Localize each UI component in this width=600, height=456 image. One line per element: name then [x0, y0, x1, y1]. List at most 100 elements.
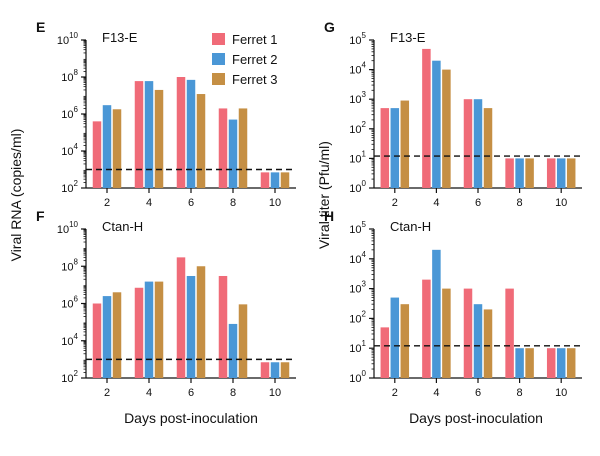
bar-ferret-1	[218, 108, 228, 188]
y-tick-label: 104	[61, 332, 78, 348]
panel-f: F Ctan-H 102 104 106 108 1010 2 4 6 8 10	[36, 208, 296, 399]
y-tick-label: 103	[349, 90, 366, 106]
bar-ferret-2	[102, 296, 112, 378]
panel-title: F13-E	[390, 30, 426, 45]
panel-e: E F13-E 102 104 106 108 1010 2 4 6 8 10	[36, 19, 296, 209]
bar-ferret-2	[432, 60, 441, 188]
y-tick-label: 106	[61, 295, 78, 311]
x-tick-label: 2	[104, 387, 110, 399]
bar-ferret-3	[483, 108, 493, 188]
x-tick-label: 10	[555, 387, 567, 399]
bar-ferret-1	[92, 121, 102, 188]
bar-ferret-1	[218, 275, 228, 378]
x-tick-label: 2	[104, 197, 110, 209]
y-tick-label: 1010	[57, 31, 79, 47]
legend-swatch	[212, 33, 225, 45]
panel-letter: F	[36, 208, 45, 224]
bar-ferret-1	[546, 348, 556, 378]
bar-ferret-3	[238, 304, 248, 378]
bar-ferret-1	[463, 99, 473, 188]
x-tick-label: 6	[475, 197, 481, 209]
bar-ferret-2	[228, 323, 238, 378]
y-tick-label: 106	[61, 105, 78, 121]
bar-ferret-3	[112, 292, 122, 378]
x-tick-label: 8	[230, 387, 236, 399]
bar-ferret-2	[515, 158, 524, 188]
bar-ferret-3	[566, 158, 576, 188]
bar-ferret-1	[422, 279, 431, 378]
x-tick-label: 10	[269, 387, 281, 399]
y-tick-label: 108	[61, 257, 78, 273]
bar-ferret-3	[566, 348, 576, 378]
bar-ferret-2	[432, 249, 441, 378]
y-tick-label: 104	[349, 61, 366, 77]
bar-ferret-3	[112, 109, 122, 188]
bar-ferret-1	[176, 257, 186, 378]
bar-ferret-2	[270, 172, 280, 188]
bar-ferret-1	[134, 81, 144, 188]
x-tick-label: 8	[230, 197, 236, 209]
x-tick-label: 4	[146, 387, 152, 399]
left-x-axis-title: Days post-inoculation	[124, 410, 258, 426]
y-tick-label: 102	[61, 179, 78, 195]
x-tick-label: 10	[555, 197, 567, 209]
bar-ferret-2	[473, 99, 483, 188]
y-tick-label: 102	[349, 309, 366, 325]
bar-ferret-3	[154, 281, 164, 378]
left-y-axis-title: Viral RNA (copies/ml)	[8, 129, 24, 262]
x-tick-label: 4	[433, 197, 439, 209]
bar-ferret-2	[473, 304, 483, 378]
x-tick-label: 4	[433, 387, 439, 399]
bar-ferret-1	[260, 362, 270, 378]
panel-title: F13-E	[102, 30, 138, 45]
bar-ferret-2	[186, 275, 196, 378]
bar-ferret-2	[556, 158, 566, 188]
bar-ferret-2	[390, 108, 400, 188]
panel-h: H Ctan-H 100 101 102 103 104 105 2 4 6 8 10	[324, 208, 582, 399]
bar-ferret-2	[102, 105, 112, 188]
legend: Ferret 1 Ferret 2 Ferret 3	[212, 32, 278, 87]
bar-ferret-3	[400, 100, 410, 188]
bar-ferret-3	[442, 69, 451, 188]
x-tick-label: 6	[188, 197, 194, 209]
bar-ferret-1	[260, 172, 270, 188]
bar-ferret-1	[505, 158, 514, 188]
legend-label: Ferret 1	[232, 32, 278, 47]
panel-letter: G	[324, 19, 335, 35]
bar-ferret-2	[186, 79, 196, 188]
bar-ferret-1	[176, 77, 186, 188]
y-tick-label: 100	[349, 179, 366, 195]
legend-label: Ferret 3	[232, 72, 278, 87]
bar-ferret-1	[380, 108, 390, 188]
bar-ferret-2	[228, 119, 238, 188]
y-tick-label: 1010	[57, 220, 79, 236]
panel-letter: E	[36, 19, 45, 35]
bar-ferret-3	[442, 288, 451, 378]
right-y-axis-title: Viral titer (Pfu/ml)	[316, 141, 332, 249]
y-tick-label: 108	[61, 68, 78, 84]
x-tick-label: 6	[475, 387, 481, 399]
bar-ferret-1	[463, 288, 473, 378]
y-tick-label: 102	[61, 369, 78, 385]
x-tick-label: 6	[188, 387, 194, 399]
legend-swatch	[212, 73, 225, 85]
legend-swatch	[212, 53, 225, 65]
bar-ferret-3	[238, 108, 248, 188]
bar-ferret-3	[525, 158, 534, 188]
panel-letter: H	[324, 208, 334, 224]
bar-ferret-3	[280, 172, 290, 188]
bar-ferret-3	[483, 309, 493, 378]
bar-ferret-2	[515, 348, 524, 378]
y-tick-label: 100	[349, 369, 366, 385]
bar-ferret-1	[380, 327, 390, 378]
bar-ferret-3	[196, 266, 206, 378]
bar-ferret-3	[280, 362, 290, 378]
x-tick-label: 2	[392, 197, 398, 209]
panel-g: G F13-E 100 101 102 103 104 105 2 4 6 8 10	[324, 19, 582, 209]
bar-ferret-2	[390, 297, 400, 378]
y-tick-label: 104	[61, 142, 78, 158]
panel-title: Ctan-H	[390, 219, 431, 234]
right-x-axis-title: Days post-inoculation	[409, 410, 543, 426]
